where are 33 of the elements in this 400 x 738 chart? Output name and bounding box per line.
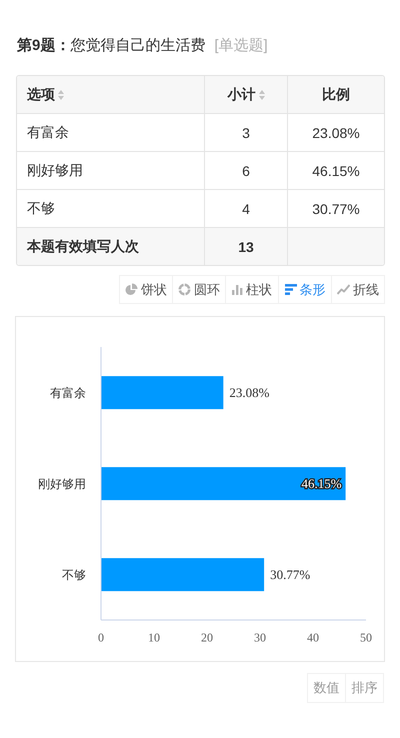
chart-type-button: 条形 [279,276,331,303]
button: 数值 [308,674,345,702]
y-tick-label: 有富余 [50,386,86,400]
data-label: 3 [242,124,250,140]
series-label: 小计 [228,86,256,104]
bar [101,467,346,500]
data-label: 46.15% [302,476,342,492]
button: 排序 [346,674,383,702]
x-tick-label: 20 [201,630,213,645]
y-tick-label: 不够 [62,568,86,582]
chart-type-button: 圆环 [173,276,225,303]
data-label: 13 [238,238,254,254]
chart-type-button: 柱状 [226,276,278,303]
x-tick-label: 30 [254,630,266,645]
category-label: 不够 [27,200,55,218]
data-label: 30.77% [270,567,310,582]
chart-type-button: 饼状 [120,276,172,303]
x-tick-label: 40 [307,630,319,645]
text: 第9题：您觉得自己的生活费 [17,37,206,54]
y-tick-label: 刚好够用 [38,476,86,491]
bar [101,376,224,410]
category-label: 有富余 [27,124,69,142]
data-label: 6 [242,162,250,178]
x-tick-label: 50 [360,630,372,645]
data-label: 4 [242,200,250,216]
chart-type-button: 折线 [332,276,384,303]
x-tick-label: 0 [98,630,104,645]
data-label: 23.08% [229,385,270,400]
bar [101,558,264,592]
x-tick-label: 10 [148,630,160,645]
text: 选项 [27,86,55,104]
text: [单选题] [214,37,268,54]
category-label: 本题有效填写人次 [27,238,139,256]
